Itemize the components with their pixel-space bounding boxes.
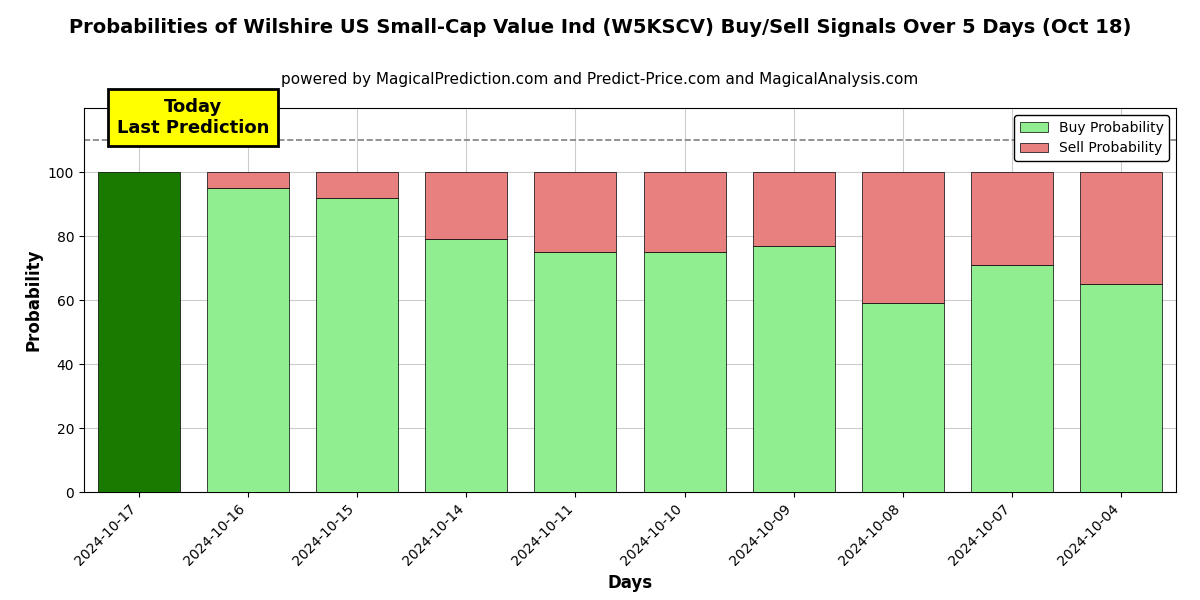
Legend: Buy Probability, Sell Probability: Buy Probability, Sell Probability [1014, 115, 1169, 161]
Bar [425, 239, 508, 492]
Bar [862, 172, 944, 303]
Y-axis label: Probability: Probability [24, 249, 42, 351]
Bar [534, 252, 617, 492]
Bar [425, 172, 508, 239]
Bar [752, 245, 835, 492]
Bar [752, 172, 835, 245]
Text: Today
Last Prediction: Today Last Prediction [118, 98, 269, 137]
Bar [643, 252, 726, 492]
X-axis label: Days: Days [607, 574, 653, 592]
Bar [206, 172, 289, 188]
Bar [1080, 172, 1163, 284]
Bar [316, 197, 398, 492]
Bar [316, 172, 398, 197]
Bar [862, 303, 944, 492]
Bar [971, 265, 1054, 492]
Bar [971, 172, 1054, 265]
Bar [643, 172, 726, 252]
Bar [97, 172, 180, 492]
Text: Probabilities of Wilshire US Small-Cap Value Ind (W5KSCV) Buy/Sell Signals Over : Probabilities of Wilshire US Small-Cap V… [68, 18, 1132, 37]
Bar [1080, 284, 1163, 492]
Text: powered by MagicalPrediction.com and Predict-Price.com and MagicalAnalysis.com: powered by MagicalPrediction.com and Pre… [281, 72, 919, 87]
Bar [534, 172, 617, 252]
Bar [206, 188, 289, 492]
